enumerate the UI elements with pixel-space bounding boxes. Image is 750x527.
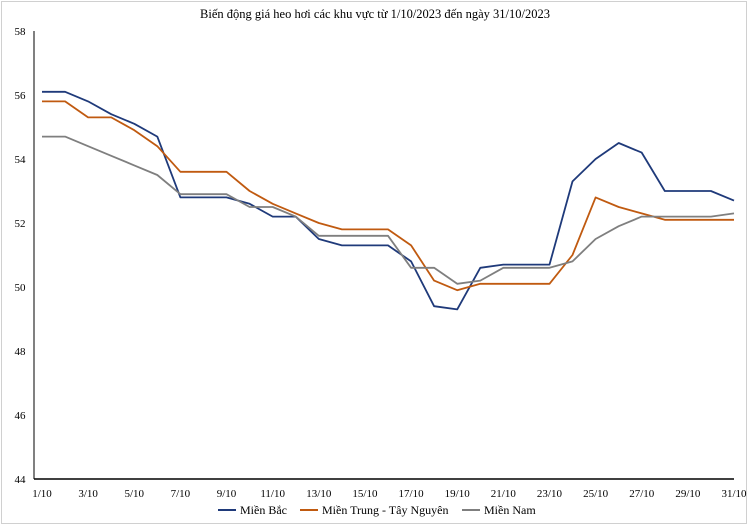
x-tick-label: 31/10: [721, 488, 747, 500]
x-tick-label: 23/10: [537, 488, 563, 500]
series-line: [42, 100, 734, 292]
series-line: [42, 135, 735, 285]
x-tick-label: 13/10: [306, 488, 332, 500]
y-tick-label: 46: [15, 410, 27, 422]
y-axis-ticks: 44 46 48 50 52 54 56 58: [15, 26, 27, 486]
x-tick-label: 11/10: [260, 488, 285, 500]
x-tick-label: 21/10: [491, 488, 517, 500]
x-tick-label: 7/10: [171, 488, 191, 500]
legend-label: Miền Trung - Tây Nguyên: [322, 503, 448, 517]
x-axis-ticks: 1/10 3/10 5/10 7/10 9/10 11/10 13/10 15/10 17/10…: [32, 488, 747, 500]
x-tick-label: 27/10: [629, 488, 655, 500]
y-tick-label: 44: [15, 474, 27, 486]
series-lines: [42, 90, 735, 311]
legend: Miền Bắc Miền Trung - Tây Nguyên Miền Nam: [218, 503, 536, 517]
legend-label: Miền Nam: [484, 503, 536, 517]
y-tick-label: 48: [15, 346, 27, 358]
y-tick-label: 50: [15, 282, 27, 294]
y-tick-label: 56: [15, 90, 27, 102]
y-tick-label: 54: [15, 154, 27, 166]
x-tick-label: 29/10: [675, 488, 701, 500]
x-tick-label: 19/10: [445, 488, 471, 500]
y-tick-label: 52: [15, 218, 26, 230]
legend-label: Miền Bắc: [240, 503, 287, 517]
series-line: [42, 90, 735, 311]
x-tick-label: 9/10: [217, 488, 237, 500]
x-tick-label: 15/10: [352, 488, 378, 500]
x-tick-label: 3/10: [78, 488, 98, 500]
chart-title: Biến động giá heo hơi các khu vực từ 1/1…: [200, 7, 550, 21]
x-tick-label: 5/10: [124, 488, 144, 500]
x-tick-label: 25/10: [583, 488, 609, 500]
x-tick-label: 17/10: [399, 488, 425, 500]
x-tick-label: 1/10: [32, 488, 52, 500]
y-tick-label: 58: [15, 26, 27, 38]
